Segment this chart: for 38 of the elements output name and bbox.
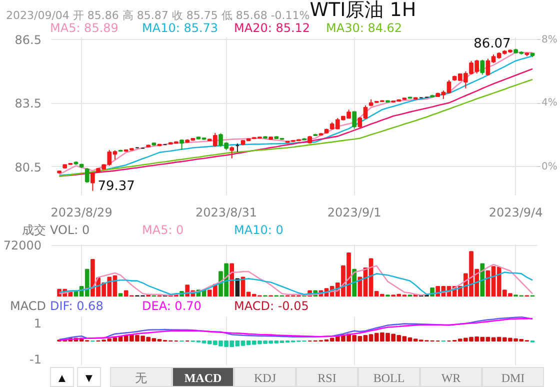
y-tick-label: 86.5 (14, 33, 42, 48)
x-tick-label: 2023/9/4 (488, 206, 543, 220)
text: DMI (482, 367, 544, 387)
series-label: DIF: 0.68 (50, 299, 104, 313)
annotation: 86.07 (474, 36, 511, 52)
chart-title: WTI原油 1H (310, 0, 416, 21)
chart-subtitle: 2023/09/04 开 85.86 高 85.87 收 85.75 低 85.68 -0.11% (6, 8, 310, 23)
text: MA5: 85.89 (50, 21, 120, 35)
x-tick-label: 2023/8/31 (196, 206, 258, 220)
text: BOLL (358, 367, 420, 387)
text: ▲ (50, 367, 74, 387)
x-tick-label: 2023/8/29 (50, 206, 112, 220)
text: KDJ (234, 367, 296, 387)
text: MACD: -0.05 (234, 299, 310, 313)
y-axis-title: MACD (9, 299, 47, 313)
text: MA20: 85.12 (234, 21, 312, 35)
text: MA5: 0 (142, 223, 185, 237)
y-axis-title: 成交 (21, 223, 47, 237)
y-tick-label: -1 (30, 352, 42, 367)
y-tick-label: 1 (34, 316, 42, 330)
y2-tick-label: 8% (542, 34, 558, 46)
y-tick-label: 83.5 (14, 96, 42, 111)
text: 无 (110, 367, 172, 387)
y-tick-label: 72000 (3, 238, 42, 253)
y-tick-label: 80.5 (14, 160, 42, 174)
text: WR (420, 367, 482, 387)
text: ▼ (77, 367, 101, 387)
x-tick-label: 2023/9/1 (327, 206, 382, 220)
series-label: DEA: 0.70 (142, 299, 202, 313)
annotation: 79.37 (98, 178, 135, 194)
text: MA10: 0 (234, 223, 284, 237)
y2-tick-label: 0% (542, 161, 558, 172)
text: MACD (172, 367, 234, 387)
y2-tick-label: 4% (542, 98, 558, 109)
text: MA30: 84.62 (326, 21, 404, 35)
series-label: VOL: 0 (50, 223, 91, 237)
text: RSI (296, 367, 358, 387)
text: MA10: 85.73 (142, 21, 220, 35)
